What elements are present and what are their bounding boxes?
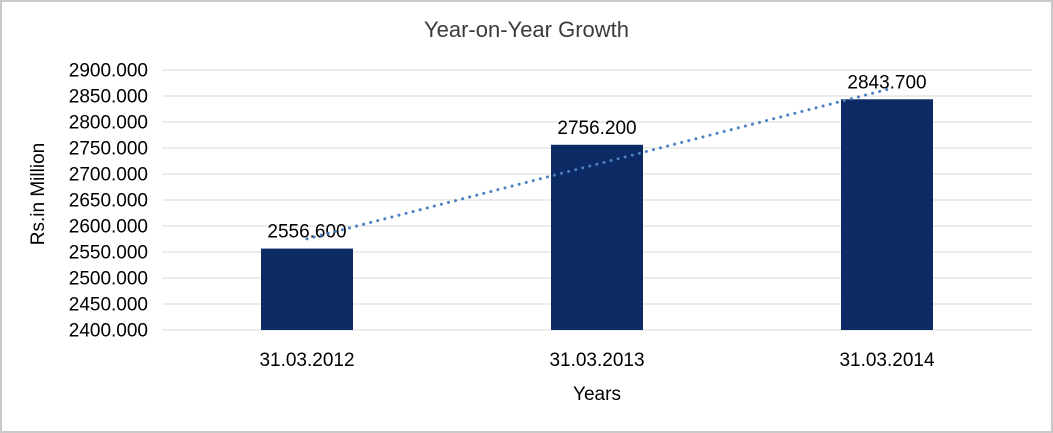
x-tick-label: 31.03.2012 [259,350,354,371]
x-tick-label: 31.03.2014 [839,350,935,371]
bar-31.03.2014[interactable] [841,99,933,330]
bar-31.03.2012[interactable] [261,248,353,330]
y-tick-label: 2500.000 [69,269,148,290]
data-label: 2843.700 [847,72,926,93]
y-tick-label: 2450.000 [69,295,148,316]
bar-31.03.2013[interactable] [551,144,643,330]
y-tick-label: 2700.000 [69,165,148,186]
y-tick-label: 2850.000 [69,87,148,108]
y-tick-label: 2550.000 [69,243,148,264]
y-tick-label: 2800.000 [69,113,148,134]
y-tick-label: 2650.000 [69,191,148,212]
y-tick-label: 2900.000 [69,61,148,82]
y-tick-label: 2400.000 [69,321,148,342]
x-axis-title: Years [573,384,621,405]
y-tick-label: 2750.000 [69,139,148,160]
data-label: 2756.200 [557,118,636,139]
chart-title: Year-on-Year Growth [423,17,630,42]
data-label: 2556.600 [267,222,346,243]
x-tick-label: 31.03.2013 [549,350,644,371]
y-tick-label: 2600.000 [69,217,148,238]
trendline [305,88,889,241]
